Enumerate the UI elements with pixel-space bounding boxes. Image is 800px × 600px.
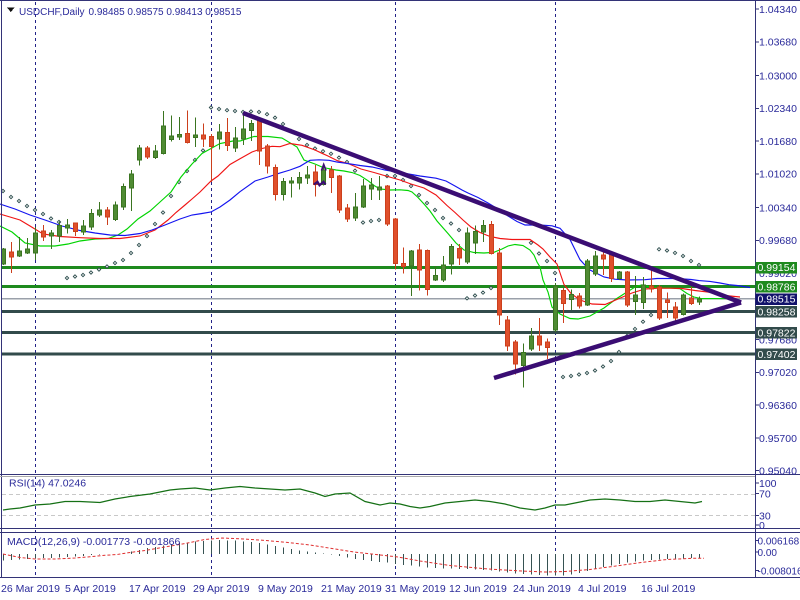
svg-text:1.01680: 1.01680 [759, 136, 797, 148]
svg-text:0.98786: 0.98786 [758, 281, 796, 293]
svg-text:24 Jun 2019: 24 Jun 2019 [513, 583, 571, 595]
svg-text:0.98258: 0.98258 [758, 307, 796, 319]
svg-text:0.98485 0.98575 0.98413 0.9851: 0.98485 0.98575 0.98413 0.98515 [89, 7, 242, 18]
svg-text:0: 0 [759, 520, 765, 532]
svg-text:30: 30 [759, 510, 771, 522]
svg-text:1.01020: 1.01020 [759, 169, 797, 181]
svg-text:5 Apr 2019: 5 Apr 2019 [65, 583, 116, 595]
svg-text:1.03680: 1.03680 [759, 37, 797, 49]
svg-text:100: 100 [759, 478, 777, 490]
svg-text:1.00340: 1.00340 [759, 202, 797, 214]
svg-text:70: 70 [759, 488, 771, 500]
svg-text:0.96360: 0.96360 [759, 400, 797, 412]
svg-text:16 Jul 2019: 16 Jul 2019 [641, 583, 695, 595]
svg-text:21 May 2019: 21 May 2019 [321, 583, 382, 595]
svg-text:0.97402: 0.97402 [758, 349, 796, 361]
svg-text:MACD(12,26,9) -0.001773 -0.001: MACD(12,26,9) -0.001773 -0.001866 [7, 536, 181, 548]
svg-text:0.97020: 0.97020 [759, 367, 797, 379]
svg-text:26 Mar 2019: 26 Mar 2019 [1, 583, 60, 595]
svg-text:0.00: 0.00 [758, 548, 778, 559]
svg-text:RSI(14) 47.0246: RSI(14) 47.0246 [9, 478, 86, 490]
svg-text:0.97822: 0.97822 [758, 328, 796, 340]
svg-text:29 Apr 2019: 29 Apr 2019 [193, 583, 250, 595]
svg-text:1.04340: 1.04340 [759, 4, 797, 16]
svg-text:12 Jun 2019: 12 Jun 2019 [449, 583, 507, 595]
svg-text:-0.008016: -0.008016 [758, 566, 800, 577]
svg-text:0.95700: 0.95700 [759, 433, 797, 445]
svg-text:USDCHF,Daily: USDCHF,Daily [19, 7, 85, 18]
svg-text:9 May 2019: 9 May 2019 [258, 583, 313, 595]
svg-text:0.99680: 0.99680 [759, 235, 797, 247]
svg-text:1.02340: 1.02340 [759, 103, 797, 115]
svg-text:0.98515: 0.98515 [758, 294, 796, 306]
svg-text:0.95040: 0.95040 [759, 466, 797, 478]
svg-text:1.03000: 1.03000 [759, 70, 797, 82]
svg-text:0.006168: 0.006168 [758, 536, 800, 547]
svg-text:17 Apr 2019: 17 Apr 2019 [129, 583, 186, 595]
svg-text:0.99154: 0.99154 [758, 262, 796, 274]
svg-text:4 Jul 2019: 4 Jul 2019 [578, 583, 627, 595]
svg-text:31 May 2019: 31 May 2019 [385, 583, 446, 595]
